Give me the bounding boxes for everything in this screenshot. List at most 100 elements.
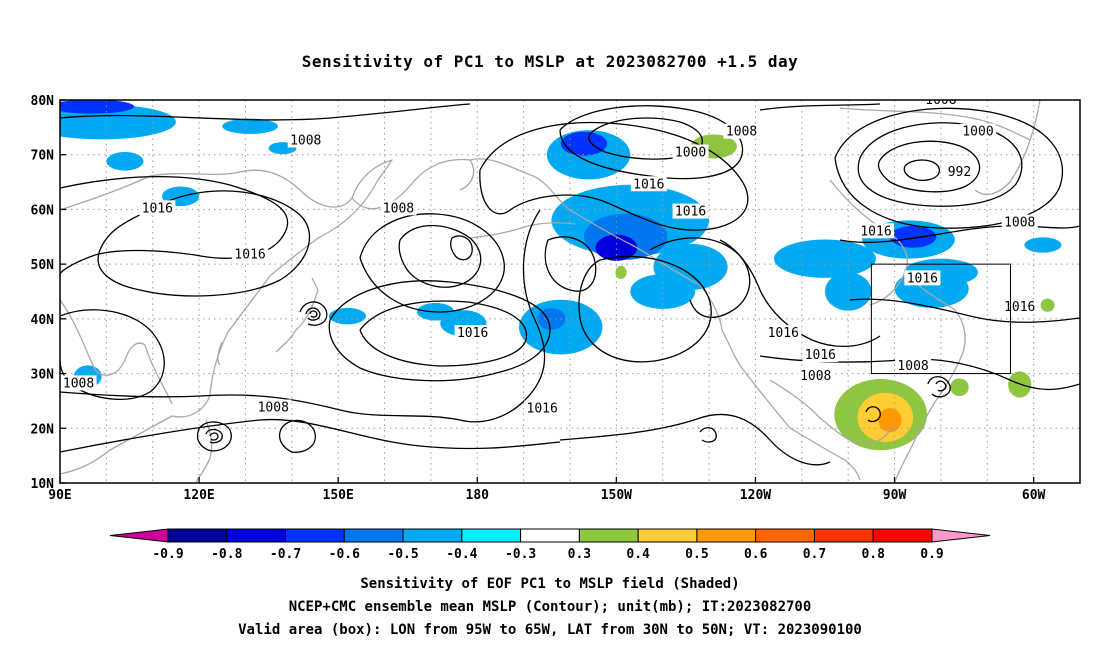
contour-kamchatka-low-inner xyxy=(450,235,473,261)
contour-label: 1016 xyxy=(904,270,941,286)
colorbar-swatch xyxy=(520,528,580,543)
negative-sensitivity-patch xyxy=(630,273,696,310)
negative-sensitivity-patch xyxy=(774,239,876,278)
contour-label: 1016 xyxy=(139,200,176,216)
contour-hudson-low-outer xyxy=(834,107,1064,229)
colorbar-label: 0.4 xyxy=(626,547,650,562)
contour-westpac-low-a xyxy=(196,421,232,452)
graticule xyxy=(60,100,1080,483)
contour-westpac-low-b xyxy=(205,428,223,444)
contour-label-text: 1008 xyxy=(800,369,831,384)
contour-label-text: 1016 xyxy=(907,271,938,286)
colorbar: -0.9 -0.8 -0.7 -0.6 -0.5 -0.4 -0.3 0.3 0.4 0.5 0.6… xyxy=(109,528,991,562)
coastline-us-east xyxy=(894,271,966,483)
contour-label-text: 1008 xyxy=(383,201,414,216)
x-tick-label: 150E xyxy=(323,488,354,503)
contour-label: 1016 xyxy=(802,346,839,363)
contour-label: 1000 xyxy=(960,123,996,140)
contour-label-background xyxy=(797,367,834,383)
colorbar-swatch xyxy=(872,528,933,543)
x-tick-label: 90E xyxy=(48,488,71,503)
contour-label-text: 1016 xyxy=(805,348,836,363)
contour-label-text: 1008 xyxy=(897,359,928,374)
contour-label: 1000 xyxy=(672,144,709,161)
contour-label-background xyxy=(232,246,269,262)
contour-siberia-loop xyxy=(97,190,311,297)
contour-label-text: 1008 xyxy=(726,125,757,140)
contour-label: 1008 xyxy=(287,132,324,148)
coastline-alaska xyxy=(469,158,861,481)
contour-east-pacific-sub xyxy=(559,413,831,466)
contour-label-background xyxy=(945,164,974,180)
coastlines xyxy=(60,100,1041,483)
contour-mid-lat-a xyxy=(60,175,289,275)
contour-label-background xyxy=(287,132,324,148)
y-tick-label: 50N xyxy=(31,258,55,273)
contour-label: 1008 xyxy=(60,375,97,391)
contour-label-background xyxy=(630,176,667,192)
contour-atlantic-a xyxy=(839,225,1080,243)
coastline-kamchatka xyxy=(351,158,475,210)
positive-sensitivity-patch xyxy=(878,408,902,433)
x-tick-label: 150W xyxy=(601,488,632,503)
contour-subtropical-a xyxy=(60,391,461,421)
contour-label-text: 1016 xyxy=(1004,300,1035,315)
coastline-aleutians xyxy=(469,222,576,239)
contour-label-text: 1008 xyxy=(1004,216,1035,231)
contour-label: 1016 xyxy=(232,246,269,262)
contour-label-text: 1008 xyxy=(258,400,289,415)
contour-eastpac-tropical xyxy=(699,427,717,443)
contour-label-background xyxy=(672,203,709,219)
contour-kamchatka-low-outer xyxy=(359,213,505,313)
y-tick-label: 10N xyxy=(31,477,55,492)
colorbar-label: 0.3 xyxy=(568,547,591,562)
coastline-asia xyxy=(60,159,393,475)
contour-kamchatka-low-mid xyxy=(398,224,482,288)
contour-label-background xyxy=(960,123,996,139)
contour-arctic-a xyxy=(759,103,881,111)
colorbar-label: -0.3 xyxy=(505,547,536,562)
contour-label: 1008 xyxy=(380,200,417,216)
colorbar-label: -0.8 xyxy=(211,547,242,562)
map-frame xyxy=(59,99,1081,484)
contour-label-background xyxy=(922,100,959,107)
contour-label-background xyxy=(723,123,760,139)
caption-line-1: Sensitivity of EOF PC1 to MSLP field (Sh… xyxy=(360,576,739,592)
contour-label-text: 1016 xyxy=(527,402,558,417)
contour-beaufort-low-outer xyxy=(559,105,744,180)
figure-title: Sensitivity of PC1 to MSLP at 2023082700… xyxy=(302,52,799,71)
contour-high-lat-jet xyxy=(60,103,471,121)
axis-ticks: 90E 120E 150E 180 150W 120W 90W 60W 10N 20N 30N 40N… xyxy=(31,94,1046,503)
contour-label-background xyxy=(60,375,97,391)
colorbar-label: -0.6 xyxy=(329,547,360,562)
colorbar-swatch xyxy=(813,528,874,543)
colorbar-label: 0.8 xyxy=(861,547,885,562)
contour-label-text: 1008 xyxy=(290,133,321,148)
contour-label-background xyxy=(895,357,932,373)
negative-sensitivity-patch xyxy=(519,299,603,355)
contour-label: 1016 xyxy=(630,176,667,192)
coastline-arctic-islands xyxy=(839,107,1031,141)
colorbar-swatch xyxy=(461,528,522,543)
valid-area-box xyxy=(870,263,1011,375)
y-tick-label: 70N xyxy=(31,149,55,164)
contour-label-background xyxy=(255,399,292,415)
contour-label-background xyxy=(765,325,802,341)
negative-sensitivity-patch xyxy=(328,307,367,325)
negative-sensitivity-patch xyxy=(106,151,144,171)
y-tick-label: 80N xyxy=(31,94,55,109)
contour-label-background xyxy=(672,144,709,160)
contour-label-text: 1000 xyxy=(675,146,706,161)
contour-westpac-low-c xyxy=(209,432,219,441)
x-tick-label: 120W xyxy=(740,488,771,503)
contour-label: 1016 xyxy=(524,400,561,417)
coastline-hudson xyxy=(829,179,908,306)
contour-gulf-low-a xyxy=(927,376,951,398)
contour-central-pacific-a xyxy=(544,236,597,292)
map-panel: 1008 1008 1008 1000 1000 992 1016 1016 1016 1008 1… xyxy=(31,94,1081,503)
contour-label-text: 992 xyxy=(948,165,971,180)
contour-label-text: 1016 xyxy=(860,224,891,239)
negative-sensitivity-patch xyxy=(60,100,135,114)
colorbar-swatch xyxy=(578,528,639,543)
